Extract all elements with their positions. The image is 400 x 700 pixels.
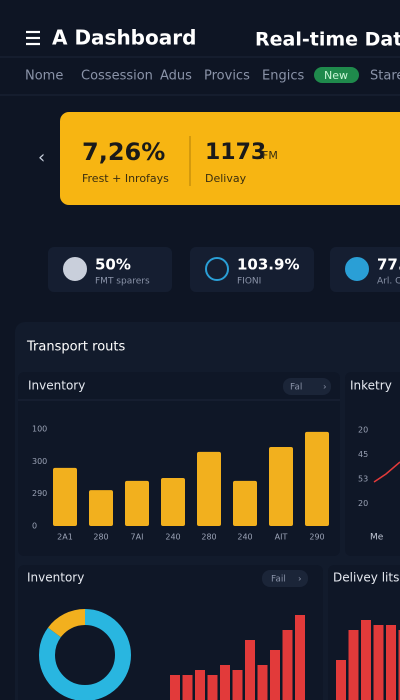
page-title: Real-time Data xyxy=(255,29,400,51)
card-title: Inventory xyxy=(28,379,85,393)
bar xyxy=(53,467,77,526)
y-label: 45 xyxy=(358,450,368,459)
bar xyxy=(161,477,185,526)
nav-item[interactable]: Stare xyxy=(370,69,400,84)
prev-arrow[interactable]: ‹ xyxy=(38,147,45,168)
button-label: Fal xyxy=(290,383,302,393)
bar xyxy=(282,630,293,700)
hero-unit: FM xyxy=(262,149,278,162)
bar-chart: 100 300 290 0 2A1 280 7AI 240 280 240 AIT 290 xyxy=(32,425,329,542)
nav-item[interactable]: New xyxy=(324,69,348,82)
bar xyxy=(386,625,396,700)
bar xyxy=(89,490,113,526)
y-label: 20 xyxy=(358,426,368,435)
stat-value: 77. xyxy=(377,256,400,274)
button-label: Fail xyxy=(271,575,286,585)
nav: Nome Cossession Adus Provics Engics New Stare xyxy=(25,67,400,84)
bar xyxy=(373,625,384,700)
bar xyxy=(220,665,230,700)
hero-label: Delivay xyxy=(205,172,247,185)
hero-card xyxy=(60,112,400,205)
stat-icon xyxy=(205,257,229,281)
x-label: 240 xyxy=(165,533,180,542)
button-arrow: › xyxy=(323,383,327,393)
bar xyxy=(207,675,218,700)
x-label: AIT xyxy=(275,533,288,542)
nav-item[interactable]: Engics xyxy=(262,69,304,84)
hero-value: 7,26% xyxy=(82,138,165,166)
donut-chart xyxy=(39,609,305,700)
x-label: Me xyxy=(370,533,384,543)
app-title: A Dashboard xyxy=(52,26,196,50)
card-title: Delivey lits xyxy=(333,571,399,585)
line-chart: 20 45 53 20 xyxy=(358,426,368,509)
donut-segment xyxy=(39,609,131,700)
filter-button[interactable] xyxy=(262,570,308,587)
y-label: 0 xyxy=(32,522,37,531)
button-arrow: › xyxy=(298,575,302,585)
hero-value: 1173 xyxy=(205,140,266,165)
section-title: Transport routs xyxy=(26,340,125,355)
bar xyxy=(295,615,305,700)
line-card xyxy=(345,372,400,556)
stat-label: FIONI xyxy=(237,277,261,287)
x-label: 280 xyxy=(93,533,108,542)
bar xyxy=(195,670,205,700)
bar xyxy=(232,670,243,700)
stats: 50% FMT sparers 103.9% FIONI 77. Arl. C xyxy=(48,247,400,292)
y-label: 53 xyxy=(358,475,368,484)
filter-button[interactable] xyxy=(283,378,331,395)
nav-item[interactable]: Cossession xyxy=(81,69,153,84)
stat-icon xyxy=(345,257,369,281)
y-label: 290 xyxy=(32,489,47,498)
menu-icon[interactable] xyxy=(26,30,40,46)
bar xyxy=(182,675,193,700)
bar xyxy=(170,675,180,700)
bar xyxy=(305,431,329,526)
x-label: 290 xyxy=(309,533,324,542)
x-label: 240 xyxy=(237,533,252,542)
bar xyxy=(336,660,346,700)
delivery-chart xyxy=(336,620,400,700)
bar xyxy=(269,446,293,526)
y-label: 300 xyxy=(32,457,47,466)
stat-icon xyxy=(63,257,87,281)
bar xyxy=(257,665,268,700)
stat-label: Arl. C xyxy=(377,277,400,287)
bar xyxy=(125,480,149,526)
card-title: Inventory xyxy=(27,571,84,585)
bar xyxy=(348,630,359,700)
x-label: 2A1 xyxy=(57,533,73,542)
bar xyxy=(245,640,255,700)
nav-item[interactable]: Nome xyxy=(25,69,63,84)
hero-label: Frest + Inrofays xyxy=(82,172,169,185)
trend-line xyxy=(373,461,400,483)
nav-item[interactable]: Provics xyxy=(204,69,250,84)
bar xyxy=(361,620,371,700)
stat-value: 103.9% xyxy=(237,256,299,274)
y-label: 20 xyxy=(358,499,368,508)
bar xyxy=(233,480,257,526)
nav-badge[interactable] xyxy=(314,67,359,83)
y-label: 100 xyxy=(32,425,47,434)
nav-item[interactable]: Adus xyxy=(160,69,192,84)
x-label: 7AI xyxy=(131,533,144,542)
stat-value: 50% xyxy=(95,256,131,274)
bar xyxy=(270,650,280,700)
x-label: 280 xyxy=(201,533,216,542)
card-title: Inketry xyxy=(350,379,392,393)
bar xyxy=(197,451,221,526)
stat-label: FMT sparers xyxy=(95,277,150,287)
bar xyxy=(398,630,400,700)
